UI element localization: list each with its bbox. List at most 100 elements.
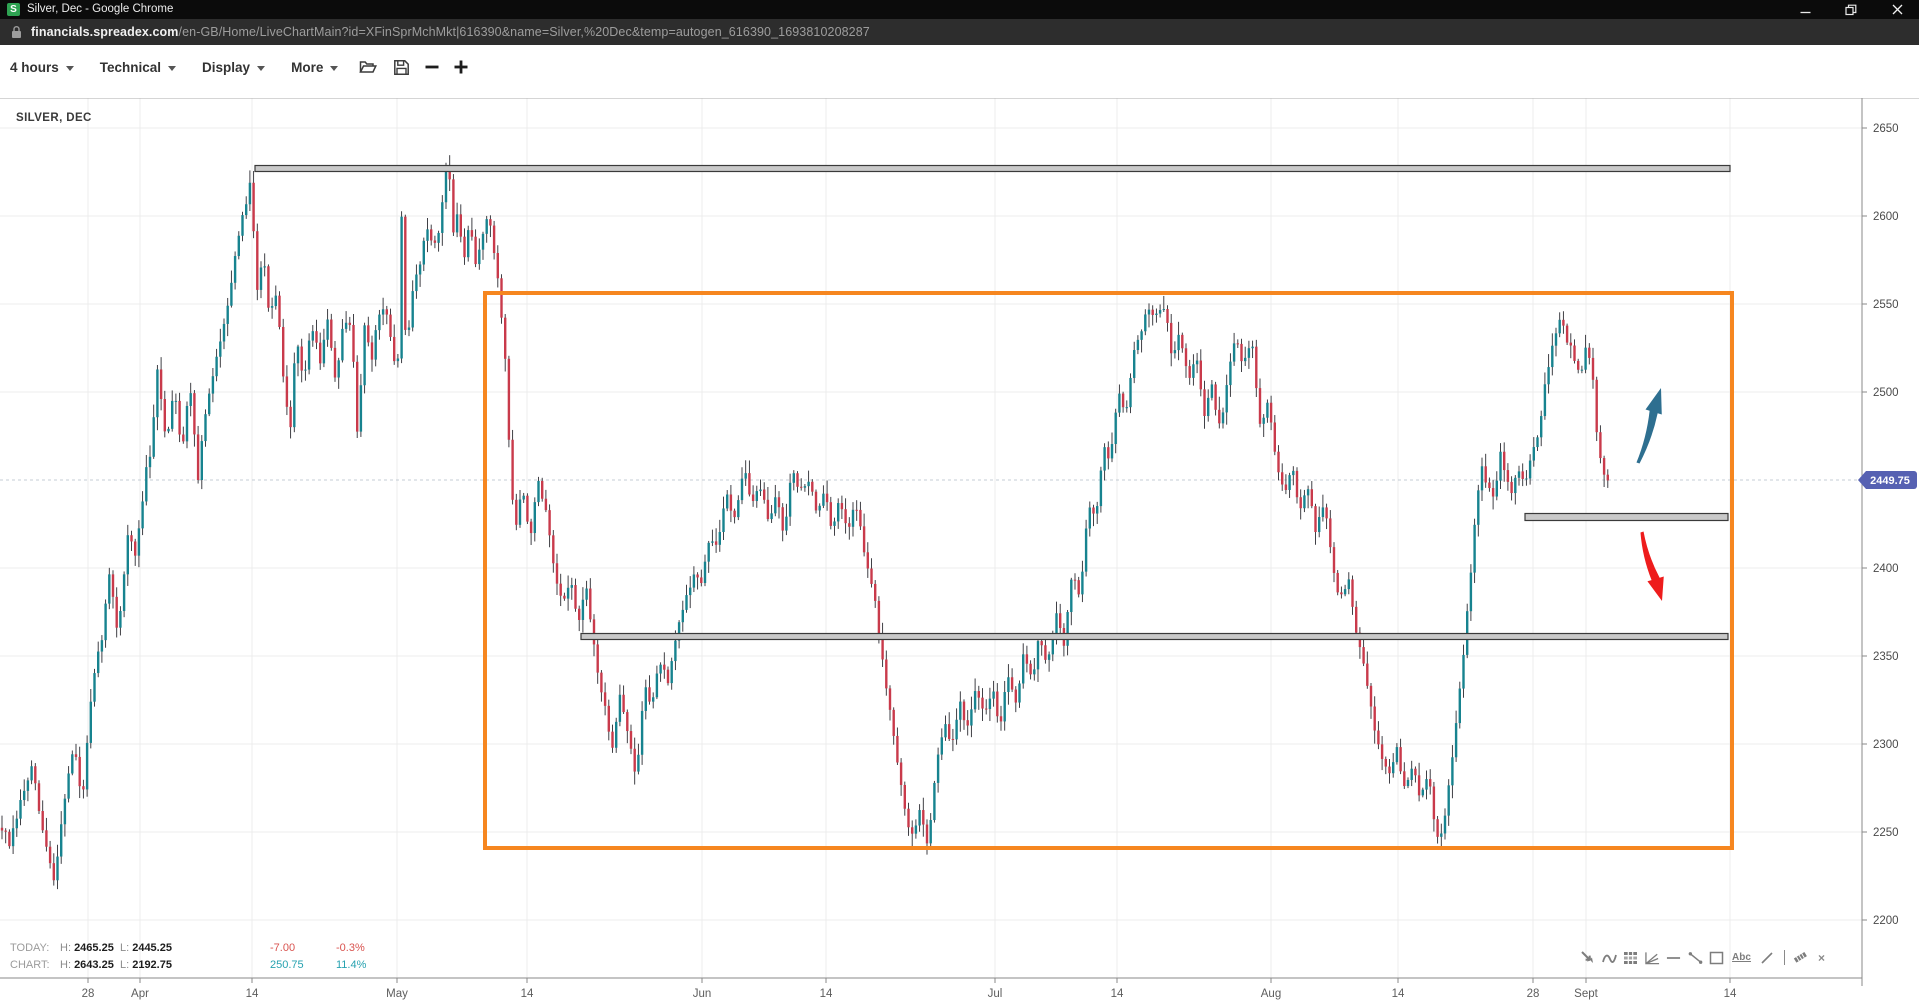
window-titlebar: S Silver, Dec - Google Chrome [0, 0, 1919, 19]
chart-stats-row: CHART: H: 2643.25 L: 2192.75 250.75 11.4… [10, 957, 396, 974]
svg-text:14: 14 [820, 988, 833, 1000]
today-stats-row: TODAY: H: 2465.25 L: 2445.25 -7.00 -0.3% [10, 940, 396, 957]
minimize-icon [1800, 11, 1810, 14]
display-label: Display [202, 59, 251, 75]
svg-text:28: 28 [82, 988, 95, 1000]
open-chart-button[interactable] [356, 55, 380, 79]
ruler-icon [1793, 951, 1807, 963]
window-title: Silver, Dec - Google Chrome [27, 3, 174, 15]
today-high: 2465.25 [74, 942, 114, 954]
interval-label: 4 hours [10, 59, 59, 75]
close-icon [1892, 4, 1902, 15]
svg-text:2400: 2400 [1873, 563, 1899, 575]
address-bar[interactable]: financials.spreadex.com/en-GB/Home/LiveC… [0, 19, 1919, 45]
menu-technical[interactable]: Technical [99, 59, 177, 75]
svg-text:14: 14 [521, 988, 534, 1000]
svg-text:Jun: Jun [693, 988, 712, 1000]
trend-line-icon [1688, 951, 1702, 964]
chart-change-pct: 11.4% [336, 959, 367, 971]
today-low: 2445.25 [132, 942, 172, 954]
svg-text:14: 14 [1111, 988, 1124, 1000]
technical-label: Technical [99, 59, 162, 75]
svg-text:2550: 2550 [1873, 299, 1899, 311]
text-tool-icon: Abc [1732, 952, 1751, 963]
price-axis[interactable]: 2650 2600 2550 2500 2400 2350 2300 2250 2200 [1862, 123, 1899, 927]
svg-text:Aug: Aug [1261, 988, 1281, 1000]
symbol-label: SILVER, DEC [16, 112, 92, 124]
time-axis[interactable]: 28 Apr 14 May 14 Jun 14 Jul 14 Aug 14 28 Sept 14 [82, 978, 1737, 1000]
text-tool[interactable]: Abc [1731, 949, 1753, 966]
high-label: H: [60, 959, 71, 971]
resistance-channel[interactable] [580, 632, 1729, 641]
chevron-down-icon [330, 65, 339, 71]
interval-dropdown[interactable]: 4 hours [10, 60, 74, 75]
drawing-toolbar: Abc × [1580, 949, 1836, 966]
svg-text:14: 14 [246, 988, 259, 1000]
high-label: H: [60, 942, 71, 954]
chevron-down-icon [168, 65, 177, 71]
fan-lines-tool[interactable] [1644, 949, 1660, 966]
restore-icon [1845, 4, 1857, 15]
rectangle-icon [1709, 951, 1724, 964]
url-domain: financials.spreadex.com [31, 25, 179, 39]
horizontal-line-tool[interactable] [1666, 949, 1681, 966]
maximize-button[interactable] [1834, 0, 1868, 19]
low-label: L: [119, 942, 130, 954]
svg-text:2449.75: 2449.75 [1870, 475, 1910, 487]
curve-tool[interactable] [1601, 949, 1617, 966]
rectangle-tool[interactable] [1709, 949, 1724, 966]
today-label: TODAY: [10, 942, 50, 954]
toolbar-divider [1783, 950, 1785, 965]
resistance-channel[interactable] [254, 164, 1731, 173]
svg-text:2250: 2250 [1873, 827, 1899, 839]
chart-low: 2192.75 [132, 959, 172, 971]
bullish-arrow[interactable] [1636, 388, 1662, 464]
chevron-down-icon [257, 65, 266, 71]
bearish-arrow[interactable] [1640, 531, 1664, 601]
candles [0, 155, 1609, 890]
open-folder-icon [359, 61, 378, 73]
zoom-in-button[interactable] [451, 55, 471, 79]
save-chart-button[interactable] [389, 55, 413, 79]
last-price-tag: 2449.75 [1858, 471, 1917, 489]
chart-toolbar: 4 hours Technical Display More [0, 45, 1919, 98]
chart-change: 250.75 [270, 959, 304, 971]
menu-display[interactable]: Display [202, 59, 266, 75]
minimize-button[interactable] [1788, 0, 1822, 19]
svg-text:2350: 2350 [1873, 651, 1899, 663]
today-change-pct: -0.3% [336, 942, 365, 954]
svg-text:Jul: Jul [988, 988, 1003, 1000]
resistance-channel[interactable] [1524, 512, 1729, 522]
session-stats: TODAY: H: 2465.25 L: 2445.25 -7.00 -0.3%… [10, 940, 396, 974]
menu-more[interactable]: More [291, 59, 339, 75]
orange-annotation-box[interactable] [483, 291, 1734, 850]
pointer-arrow-tool[interactable] [1580, 949, 1595, 966]
svg-text:28: 28 [1527, 988, 1540, 1000]
minus-icon [425, 65, 439, 69]
svg-text:2500: 2500 [1873, 387, 1899, 399]
plus-icon [454, 60, 468, 74]
zoom-out-button[interactable] [422, 55, 442, 79]
trend-line-tool[interactable] [1688, 949, 1703, 966]
diagonal-line-icon [1760, 951, 1773, 964]
ruler-tool[interactable] [1793, 949, 1808, 966]
chart-label: CHART: [10, 959, 50, 971]
svg-text:Sept: Sept [1574, 988, 1598, 1000]
spreadex-logo-icon: S [7, 3, 20, 16]
close-button[interactable] [1880, 0, 1914, 19]
more-label: More [291, 59, 324, 75]
remove-drawings-button[interactable]: × [1817, 950, 1825, 965]
fan-lines-icon [1644, 951, 1659, 964]
grid-icon [1624, 951, 1637, 964]
svg-text:14: 14 [1724, 988, 1737, 1000]
curve-icon [1601, 954, 1617, 963]
svg-text:2300: 2300 [1873, 739, 1899, 751]
today-change: -7.00 [270, 942, 296, 954]
pointer-arrow-icon [1580, 950, 1593, 963]
chart-high: 2643.25 [74, 959, 114, 971]
grid-tool[interactable] [1623, 949, 1638, 966]
diagonal-line-tool[interactable] [1759, 949, 1774, 966]
axes [0, 98, 1863, 986]
